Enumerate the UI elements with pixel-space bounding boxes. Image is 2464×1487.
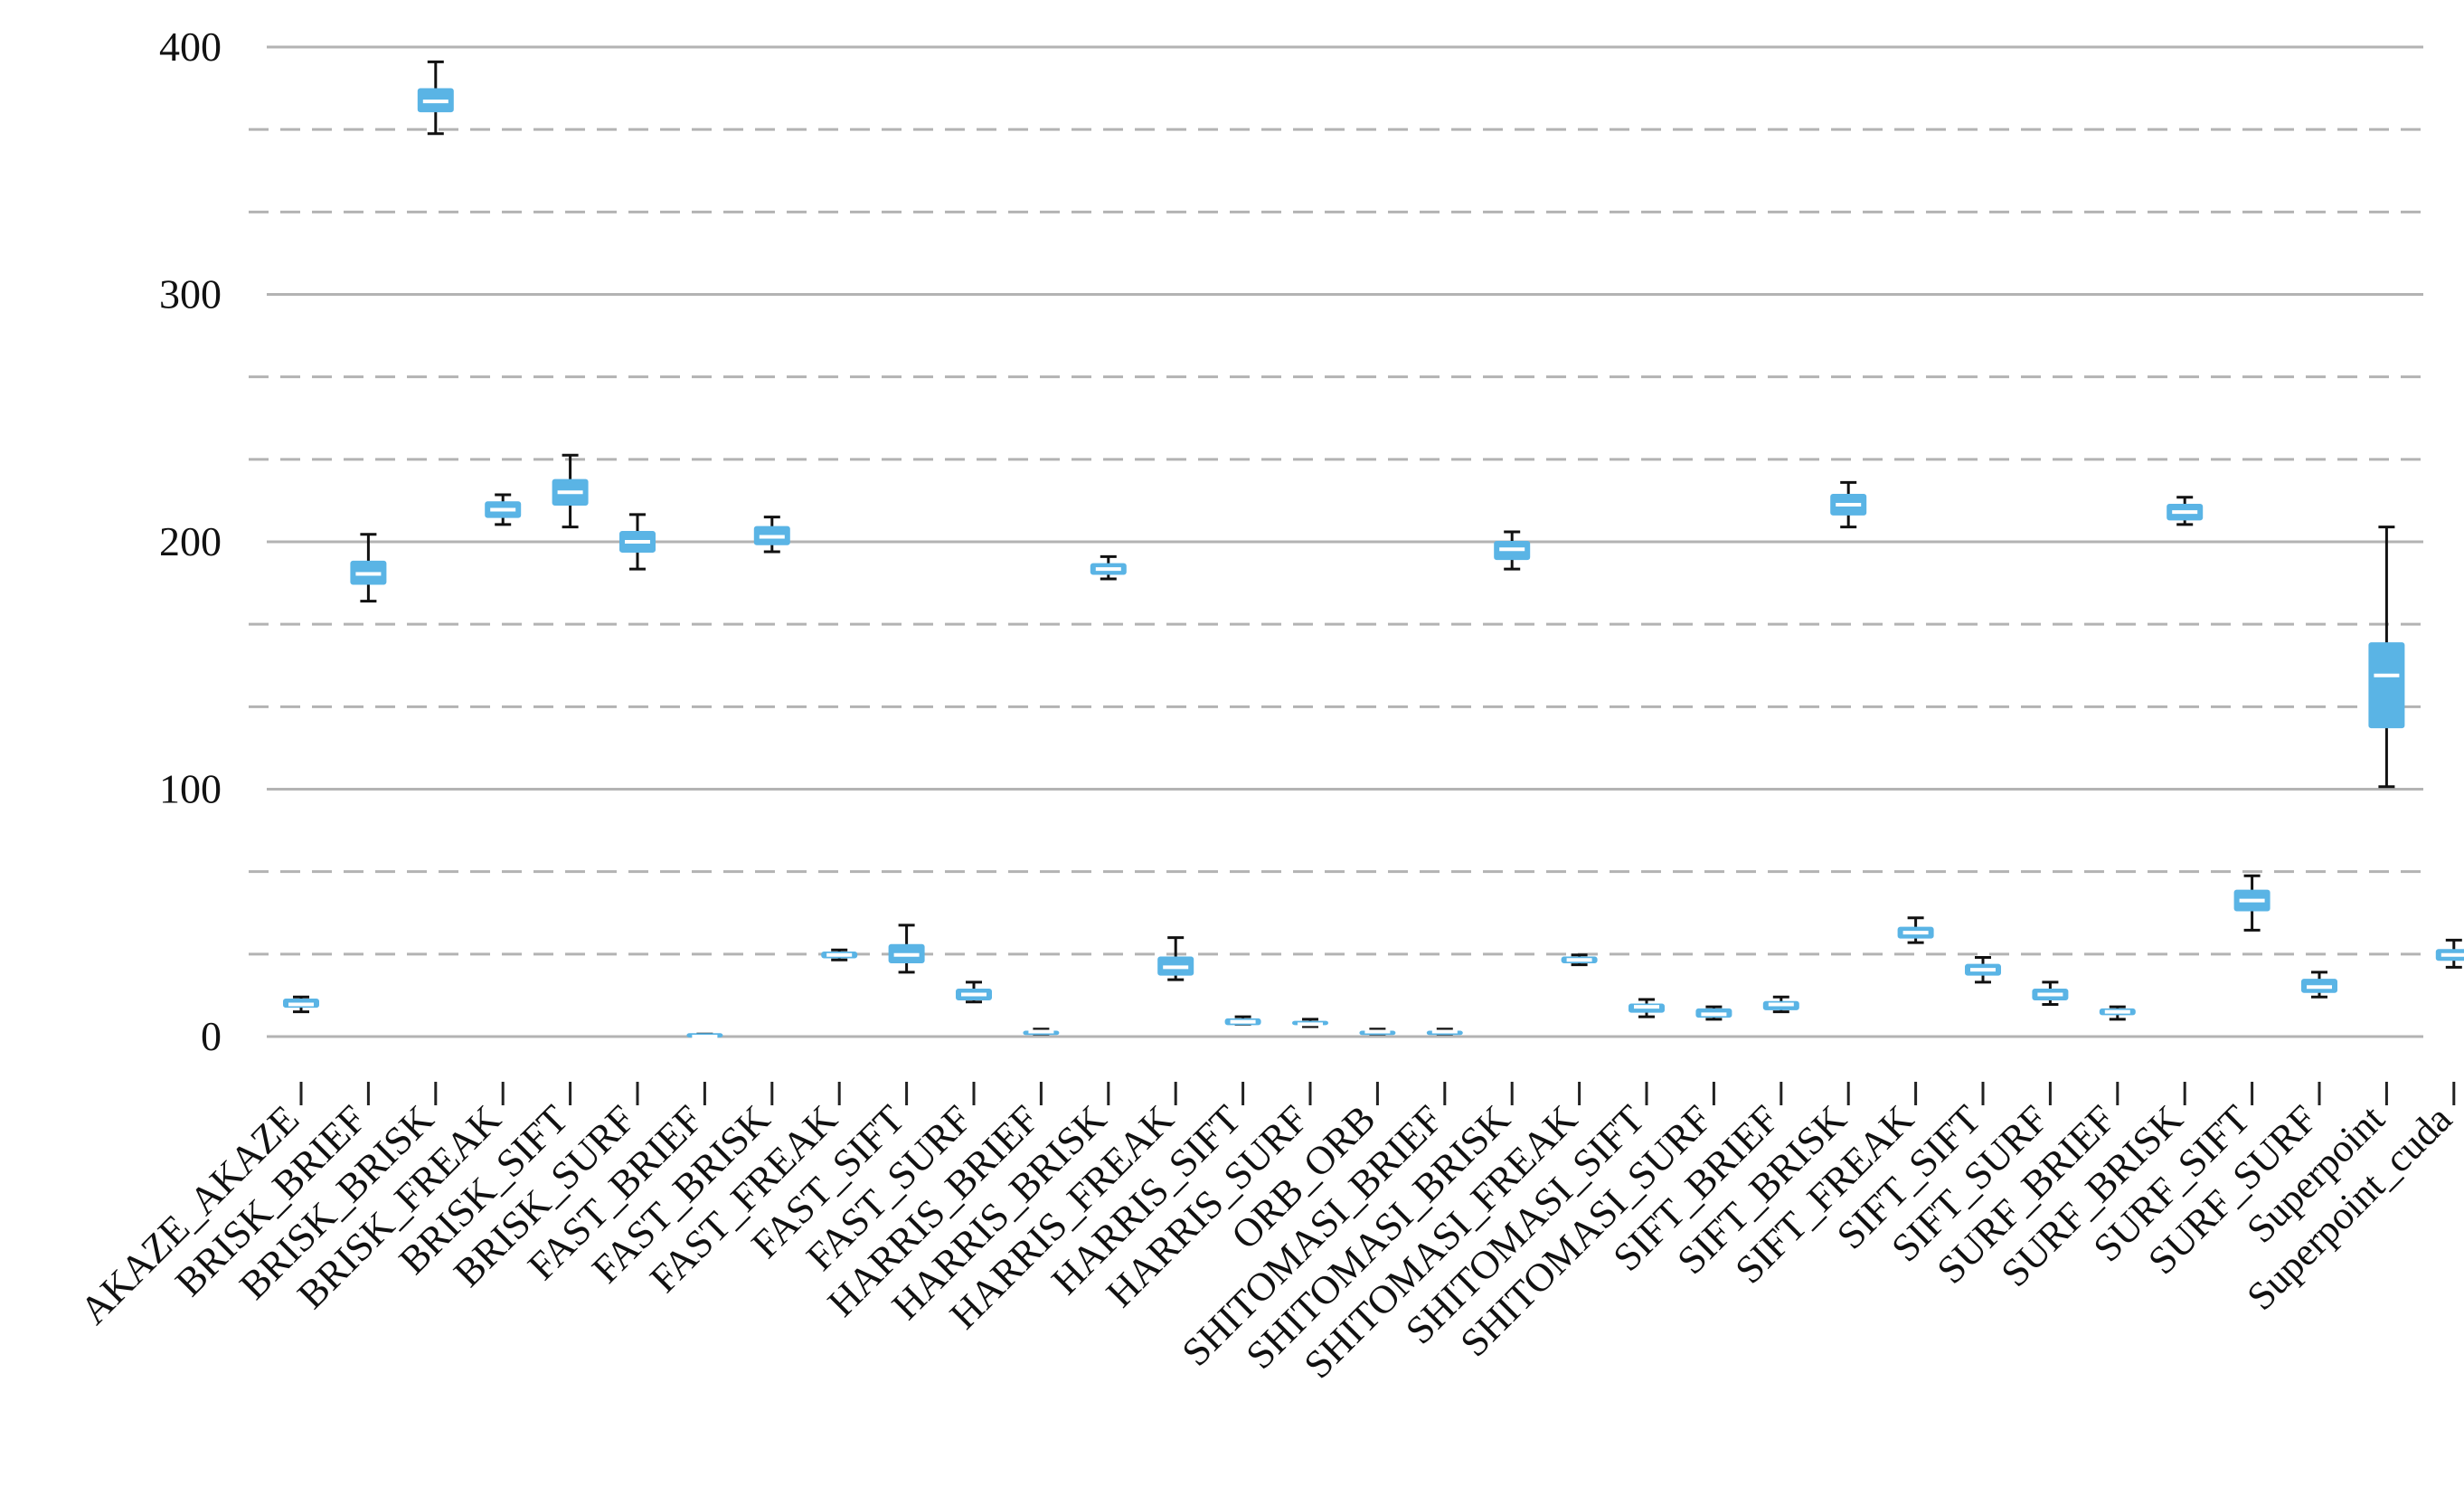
y-tick-label: 100	[159, 766, 222, 812]
box-item	[2233, 874, 2270, 932]
box-item	[1762, 995, 1799, 1014]
box-item	[417, 60, 454, 136]
y-tick-label: 300	[159, 271, 222, 317]
box-item	[1090, 554, 1127, 581]
y-axis-tick-labels: 0 100 200 300 400	[159, 24, 222, 1059]
box-item	[1629, 998, 1665, 1018]
box-item	[485, 493, 522, 526]
x-axis-ticks: AKAZE_AKAZEBRISK_BRIEFBRISK_BRISKBRISK_F…	[71, 1082, 2460, 1387]
boxes	[283, 60, 2464, 1038]
box-item	[1157, 936, 1194, 981]
box-item	[2368, 526, 2405, 789]
box-item	[2435, 938, 2464, 969]
box-item	[1292, 1018, 1328, 1028]
box-item	[283, 995, 319, 1014]
box-item	[956, 980, 992, 1004]
y-tick-label: 0	[201, 1013, 222, 1059]
box-item	[1897, 916, 1934, 944]
box-item	[821, 948, 858, 961]
box-item	[619, 513, 656, 571]
box-item	[552, 453, 589, 529]
box-item	[350, 533, 387, 603]
box-item	[1224, 1015, 1261, 1026]
box-item	[1830, 480, 1867, 529]
box-item	[1965, 955, 2001, 984]
box-item	[888, 923, 925, 974]
y-tick-label: 200	[159, 518, 222, 564]
box-item	[2301, 971, 2337, 999]
gridlines	[249, 45, 2423, 1038]
box-item	[2032, 980, 2069, 1006]
box-item	[686, 1032, 723, 1038]
box-item	[2167, 496, 2204, 526]
iqr-box	[2368, 642, 2405, 729]
y-tick-label: 400	[159, 24, 222, 70]
box-item	[1561, 953, 1598, 967]
box-item	[1494, 530, 1531, 571]
box-item	[2099, 1005, 2136, 1021]
box-item	[1023, 1028, 1060, 1036]
box-item	[1695, 1005, 1732, 1021]
box-item	[753, 516, 790, 554]
box-item	[1426, 1028, 1463, 1036]
box-item	[1359, 1028, 1396, 1036]
